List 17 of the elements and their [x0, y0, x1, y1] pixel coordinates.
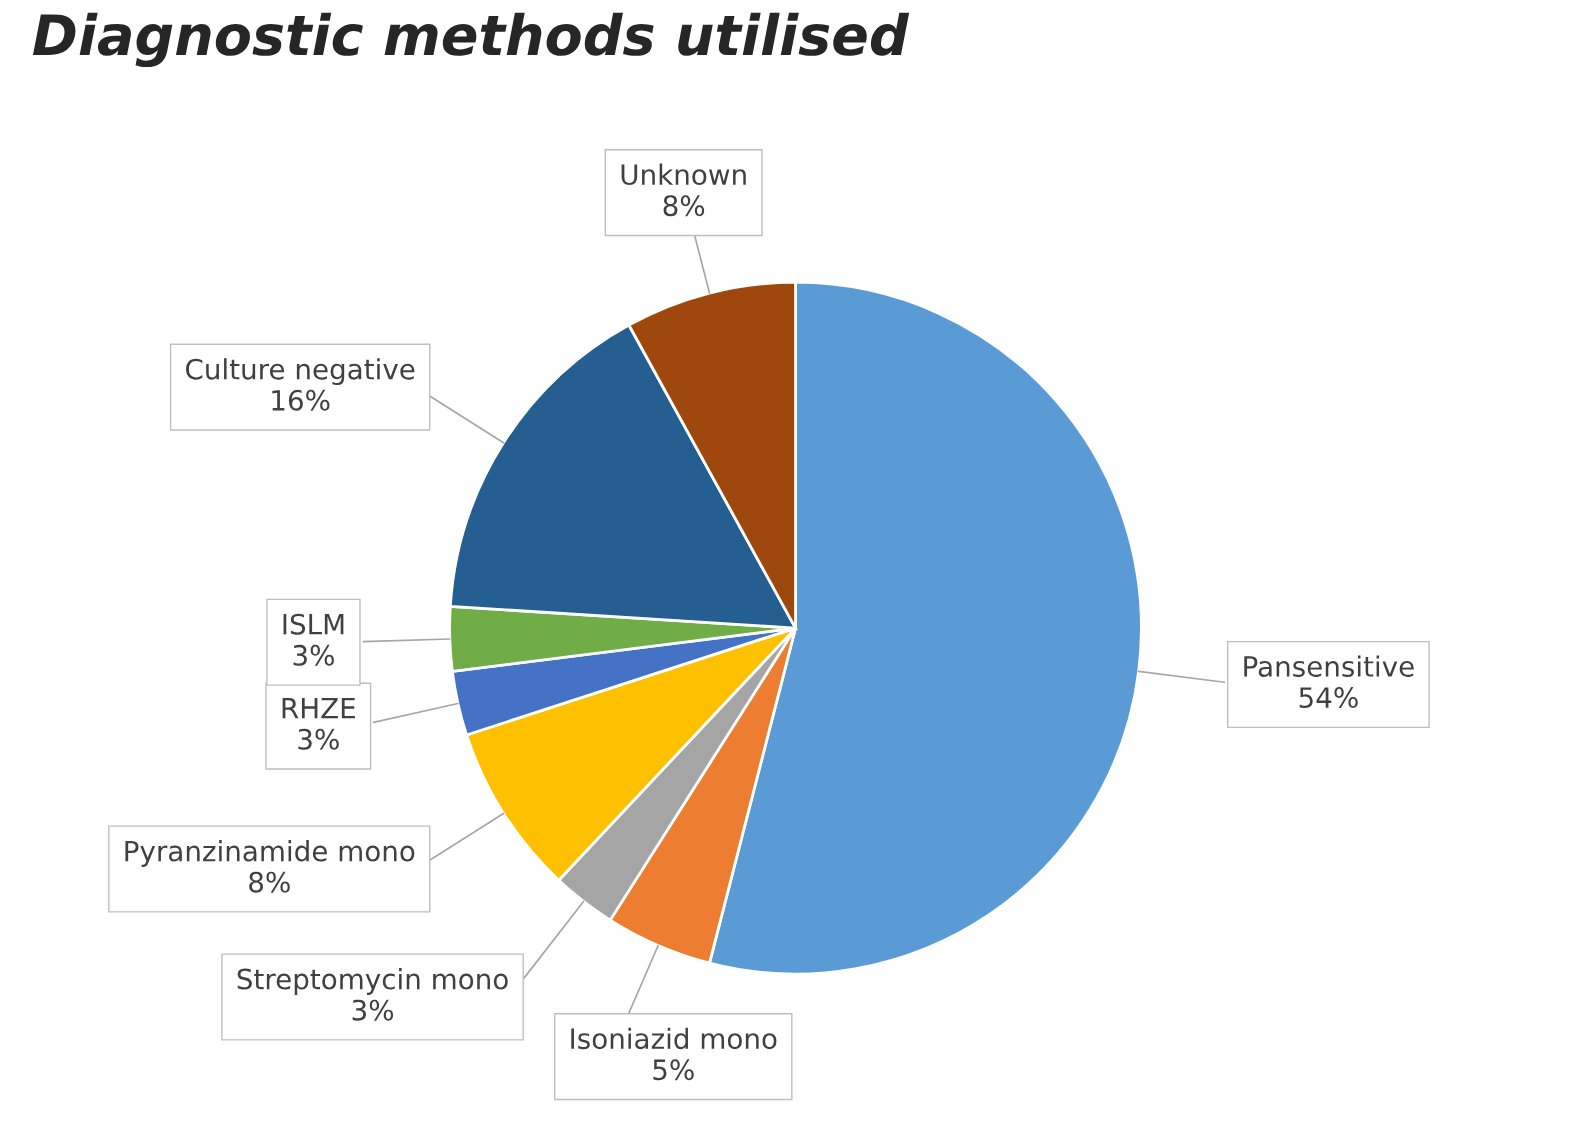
chart-title: Diagnostic methods utilised — [32, 12, 910, 68]
slice-label: Pansensitive — [1244, 655, 1414, 677]
data-label: 5% — [653, 1059, 694, 1081]
slice-label: Pyranzinamide mono — [125, 840, 415, 867]
slice-label: Streptomycin mono — [237, 968, 508, 995]
data-label: 8% — [663, 195, 705, 217]
slice-label: ISLM — [283, 613, 344, 635]
slice-label: Culture negative — [186, 358, 415, 386]
slice-label: Unknown — [621, 163, 746, 186]
data-label: 3% — [298, 728, 339, 750]
slice-label: RHZE — [282, 698, 355, 719]
data-label: 8% — [249, 871, 290, 893]
data-label: 3% — [352, 999, 394, 1021]
data-label: 54% — [1299, 687, 1358, 709]
slice-label: Isoniazid mono — [571, 1027, 777, 1050]
data-label: 3% — [293, 644, 334, 666]
data-label: 16% — [272, 389, 330, 411]
